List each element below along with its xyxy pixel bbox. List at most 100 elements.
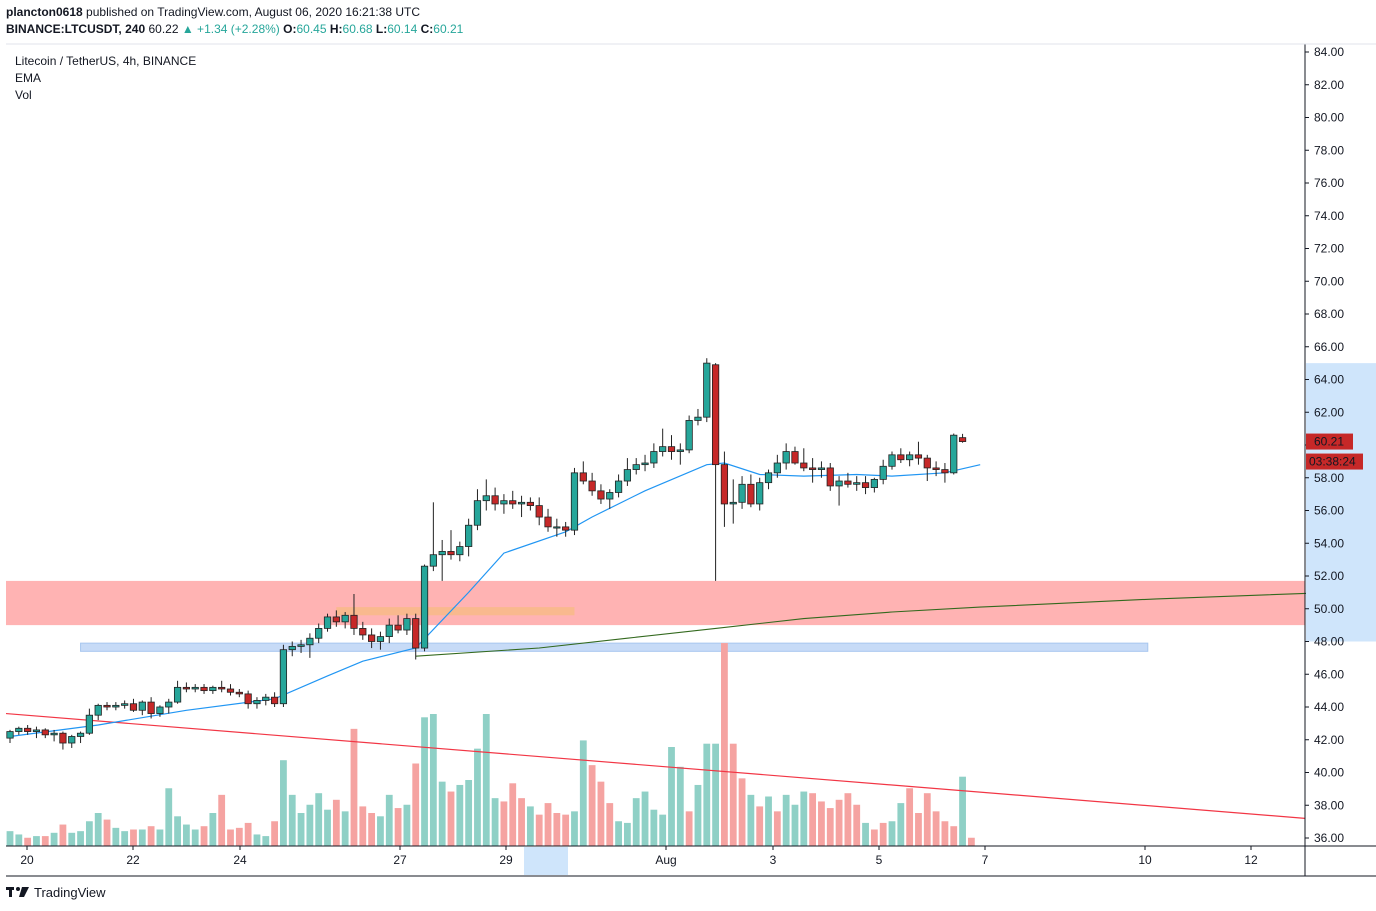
volume-bar xyxy=(315,793,323,846)
volume-bar xyxy=(324,809,331,846)
volume-bar xyxy=(915,813,922,846)
price-tick-label: 46.00 xyxy=(1314,667,1344,681)
volume-bar xyxy=(271,821,278,846)
candle xyxy=(517,495,526,518)
candle xyxy=(756,477,764,511)
price-tick-label: 38.00 xyxy=(1314,798,1344,812)
candle xyxy=(94,703,102,721)
volume-bar xyxy=(932,811,940,846)
candle xyxy=(288,641,296,657)
volume-bar xyxy=(879,822,887,846)
candle xyxy=(782,443,790,470)
candle xyxy=(368,628,376,649)
candle xyxy=(597,484,605,504)
candle-body xyxy=(121,703,129,706)
time-tick-label: 29 xyxy=(499,853,513,867)
tradingview-brand: TradingView xyxy=(34,884,106,900)
candle xyxy=(703,358,711,423)
time-axis[interactable]: 20 22 24 27 29 Aug 3 5 7 10 12 xyxy=(20,846,1258,875)
high-value: 60.68 xyxy=(342,22,373,36)
volume-bar xyxy=(474,748,481,846)
price-tick-label: 78.00 xyxy=(1314,143,1344,157)
candle xyxy=(817,461,826,478)
volume-bar xyxy=(403,804,411,846)
volume-bar xyxy=(606,803,614,846)
volume-bar xyxy=(641,791,649,846)
candle xyxy=(535,497,543,526)
volume-bar xyxy=(130,829,137,846)
candle-body xyxy=(32,729,41,732)
candle xyxy=(491,487,499,511)
candle-body xyxy=(103,704,111,708)
legend-title[interactable]: Litecoin / TetherUS, 4h, BINANCE xyxy=(15,54,197,68)
price-tick-label: 42.00 xyxy=(1314,733,1344,747)
candle-body xyxy=(738,483,746,503)
candle xyxy=(641,454,649,472)
candle xyxy=(156,705,164,717)
candle-body xyxy=(94,704,102,716)
volume-bar xyxy=(235,827,243,846)
support-zone xyxy=(80,642,1149,652)
volume-bar xyxy=(553,813,561,846)
candle-body xyxy=(297,644,305,647)
countdown-label: 03:38:24 xyxy=(1309,455,1356,469)
candle-body xyxy=(24,727,32,732)
candle-body xyxy=(412,618,420,649)
candle xyxy=(50,729,58,742)
price-tick-label: 40.00 xyxy=(1314,766,1344,780)
legend-vol[interactable]: Vol xyxy=(15,88,32,102)
volume-bar xyxy=(77,831,84,846)
price-axis[interactable]: 84.00 82.00 80.00 78.00 76.00 74.00 72.00 70.00… xyxy=(1305,45,1376,845)
legend-ema[interactable]: EMA xyxy=(15,71,42,85)
volume-bar xyxy=(112,827,120,846)
candle xyxy=(315,623,323,644)
candle xyxy=(800,448,808,472)
volume-bar xyxy=(138,829,146,846)
candle xyxy=(659,428,667,457)
price-tick-label: 50.00 xyxy=(1314,602,1344,616)
candle xyxy=(306,633,314,658)
candle xyxy=(32,726,41,739)
candle xyxy=(359,621,367,640)
volume-bar xyxy=(377,816,384,846)
volume-layer xyxy=(6,643,975,846)
candle-body xyxy=(835,480,843,487)
candle-body xyxy=(482,495,490,502)
open-value: 60.45 xyxy=(296,22,327,36)
candle-body xyxy=(456,546,464,556)
candle-body xyxy=(332,616,340,623)
candle-body xyxy=(6,731,14,739)
candle xyxy=(332,610,340,627)
tradingview-logo[interactable]: TradingView xyxy=(6,883,106,901)
candle xyxy=(685,415,693,454)
volume-bar xyxy=(421,717,428,846)
volume-bar xyxy=(862,822,869,846)
volume-bar xyxy=(491,798,499,846)
volume-bar xyxy=(818,801,825,846)
candle-body xyxy=(897,454,905,461)
volume-bar xyxy=(526,806,534,846)
volume-bar xyxy=(703,743,711,846)
candle-body xyxy=(809,467,817,470)
volume-bar xyxy=(394,808,402,846)
candle-body xyxy=(570,472,579,531)
candle xyxy=(456,541,464,562)
candle xyxy=(279,644,288,707)
price-tick-label: 54.00 xyxy=(1314,536,1344,550)
candle xyxy=(958,433,967,443)
candle xyxy=(870,477,878,493)
publisher-username[interactable]: plancton0618 xyxy=(6,5,83,19)
volume-bar xyxy=(174,816,181,846)
candle-body xyxy=(764,472,773,484)
candle-body xyxy=(773,462,781,474)
candle xyxy=(59,731,67,750)
volume-bar xyxy=(562,814,570,846)
candle-body xyxy=(270,696,279,705)
price-tick-label: 68.00 xyxy=(1314,307,1344,321)
volume-bar xyxy=(579,740,587,846)
time-tick-label: 24 xyxy=(233,853,247,867)
candle xyxy=(376,631,385,650)
candle xyxy=(500,494,508,514)
volume-bar xyxy=(509,783,517,846)
